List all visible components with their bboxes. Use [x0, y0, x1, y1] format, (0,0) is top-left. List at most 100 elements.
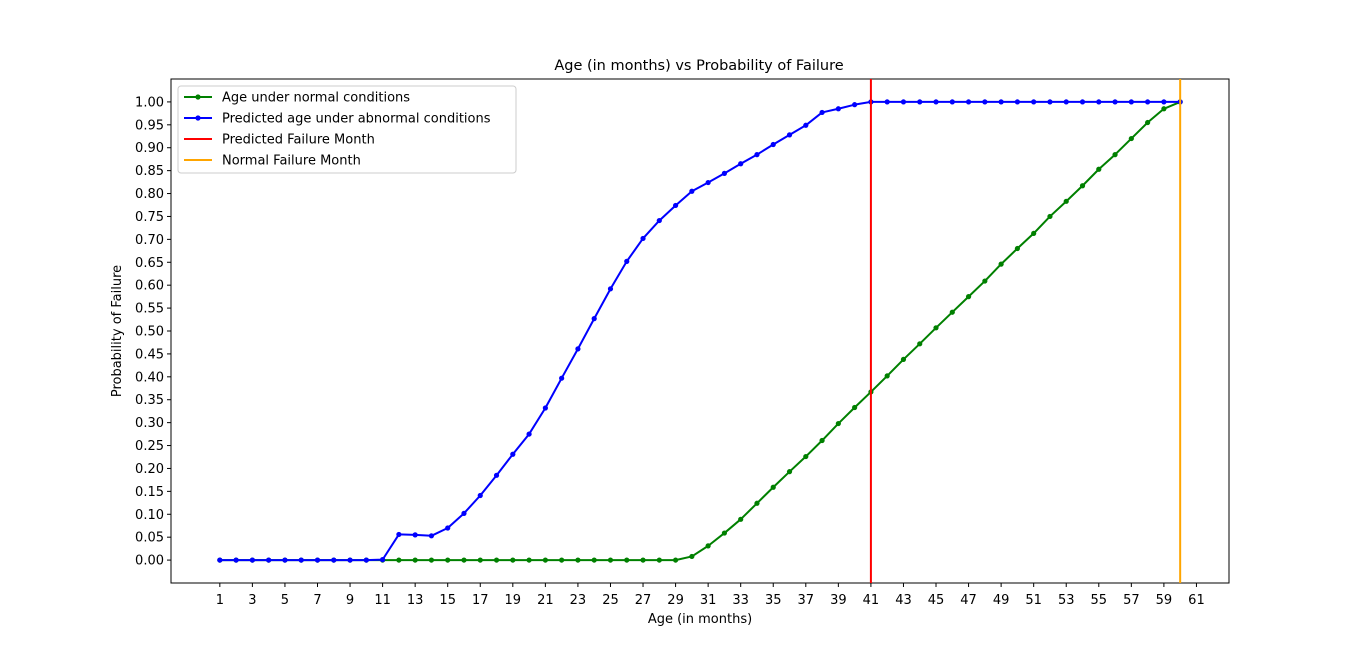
- data-point: [965, 294, 972, 300]
- data-point: [1063, 99, 1069, 105]
- data-point: [786, 469, 793, 475]
- data-point: [1112, 99, 1118, 105]
- x-tick-label: 43: [895, 593, 912, 608]
- data-point: [591, 316, 597, 322]
- data-point: [445, 525, 451, 531]
- x-tick-label: 31: [700, 593, 717, 608]
- y-tick-label: 0.90: [135, 141, 164, 156]
- y-tick-label: 0.10: [135, 508, 164, 523]
- data-point: [835, 106, 841, 112]
- data-point: [819, 437, 825, 444]
- legend-frame: [177, 85, 517, 174]
- data-point: [640, 557, 646, 563]
- data-point: [754, 152, 760, 158]
- data-point: [1145, 119, 1151, 126]
- x-tick-label: 17: [472, 593, 489, 608]
- data-point: [591, 557, 597, 563]
- data-point: [933, 325, 939, 331]
- data-point: [380, 557, 386, 563]
- data-point: [1047, 213, 1053, 220]
- data-point: [900, 99, 907, 105]
- legend-label: Predicted Failure Month: [222, 133, 375, 148]
- y-tick-label: 0.65: [135, 256, 164, 271]
- data-point: [917, 341, 923, 347]
- data-point: [1128, 135, 1134, 142]
- data-point: [1079, 183, 1086, 189]
- x-tick-label: 37: [798, 593, 815, 608]
- data-point: [493, 557, 500, 563]
- x-tick-label: 39: [830, 593, 847, 608]
- x-axis-ticks: 1 3 5 7 9 11 13 15 17 19 21 23 25 27 29 31 33 35 37 39 41 43 4…: [216, 583, 1205, 608]
- data-point: [998, 261, 1004, 267]
- data-point: [412, 557, 418, 563]
- y-tick-label: 0.95: [135, 118, 164, 133]
- data-point: [266, 557, 272, 563]
- data-point: [738, 516, 744, 522]
- data-point: [1031, 230, 1037, 237]
- data-point: [396, 531, 402, 538]
- data-point: [982, 99, 988, 105]
- x-tick-label: 59: [1156, 593, 1173, 608]
- legend-marker: [195, 94, 201, 100]
- data-point: [656, 557, 662, 563]
- data-point: [884, 373, 890, 379]
- x-tick-label: 11: [374, 593, 391, 608]
- data-point: [624, 557, 630, 563]
- data-point: [217, 557, 223, 563]
- data-point: [1096, 166, 1102, 172]
- data-point: [445, 557, 451, 563]
- data-point: [477, 557, 483, 563]
- x-tick-label: 21: [537, 593, 554, 608]
- data-point: [998, 99, 1004, 105]
- y-tick-label: 0.30: [135, 416, 164, 431]
- y-tick-label: 0.50: [135, 325, 164, 340]
- data-point: [282, 557, 288, 563]
- x-tick-label: 23: [570, 593, 587, 608]
- x-tick-label: 15: [439, 593, 456, 608]
- data-point: [1161, 106, 1167, 112]
- legend-entry: Predicted Failure Month: [184, 133, 375, 148]
- x-tick-label: 41: [863, 593, 880, 608]
- x-tick-label: 1: [216, 593, 224, 608]
- x-tick-label: 55: [1091, 593, 1108, 608]
- data-point: [559, 375, 565, 381]
- x-tick-label: 45: [928, 593, 945, 608]
- legend-label: Age under normal conditions: [222, 91, 410, 106]
- data-point: [412, 532, 418, 538]
- data-point: [428, 533, 435, 539]
- data-point: [607, 286, 614, 292]
- y-tick-label: 0.80: [135, 187, 164, 202]
- x-tick-label: 57: [1123, 593, 1140, 608]
- data-point: [1014, 99, 1021, 105]
- data-point: [1161, 99, 1167, 105]
- y-tick-label: 0.00: [135, 554, 164, 569]
- data-point: [705, 543, 711, 549]
- data-point: [1031, 99, 1037, 105]
- data-point: [803, 453, 809, 460]
- data-point: [1096, 99, 1102, 105]
- data-point: [607, 557, 614, 563]
- data-point: [396, 557, 402, 563]
- data-point: [461, 510, 467, 516]
- series-line: [219, 100, 1181, 562]
- plot-area: 0.00 0.05 0.10 0.15 0.20 0.25 0.30 0.35 0.40 0.45…: [135, 78, 1230, 608]
- data-point: [835, 420, 841, 427]
- data-point: [900, 356, 907, 363]
- y-tick-label: 1.00: [135, 95, 164, 110]
- data-point: [721, 170, 728, 176]
- data-point: [575, 346, 581, 352]
- data-point: [949, 99, 955, 105]
- y-tick-label: 0.35: [135, 393, 164, 408]
- data-point: [917, 99, 923, 105]
- data-point: [493, 472, 500, 478]
- data-point: [672, 557, 679, 563]
- data-point: [298, 557, 304, 563]
- legend-label: Predicted age under abnormal conditions: [222, 112, 491, 127]
- series-2: [217, 99, 1183, 563]
- legend: Age under normal conditions Predicted age…: [177, 85, 517, 174]
- x-tick-label: 27: [635, 593, 652, 608]
- y-tick-label: 0.05: [135, 531, 164, 546]
- data-point: [461, 557, 467, 563]
- legend-entry: Normal Failure Month: [184, 154, 361, 169]
